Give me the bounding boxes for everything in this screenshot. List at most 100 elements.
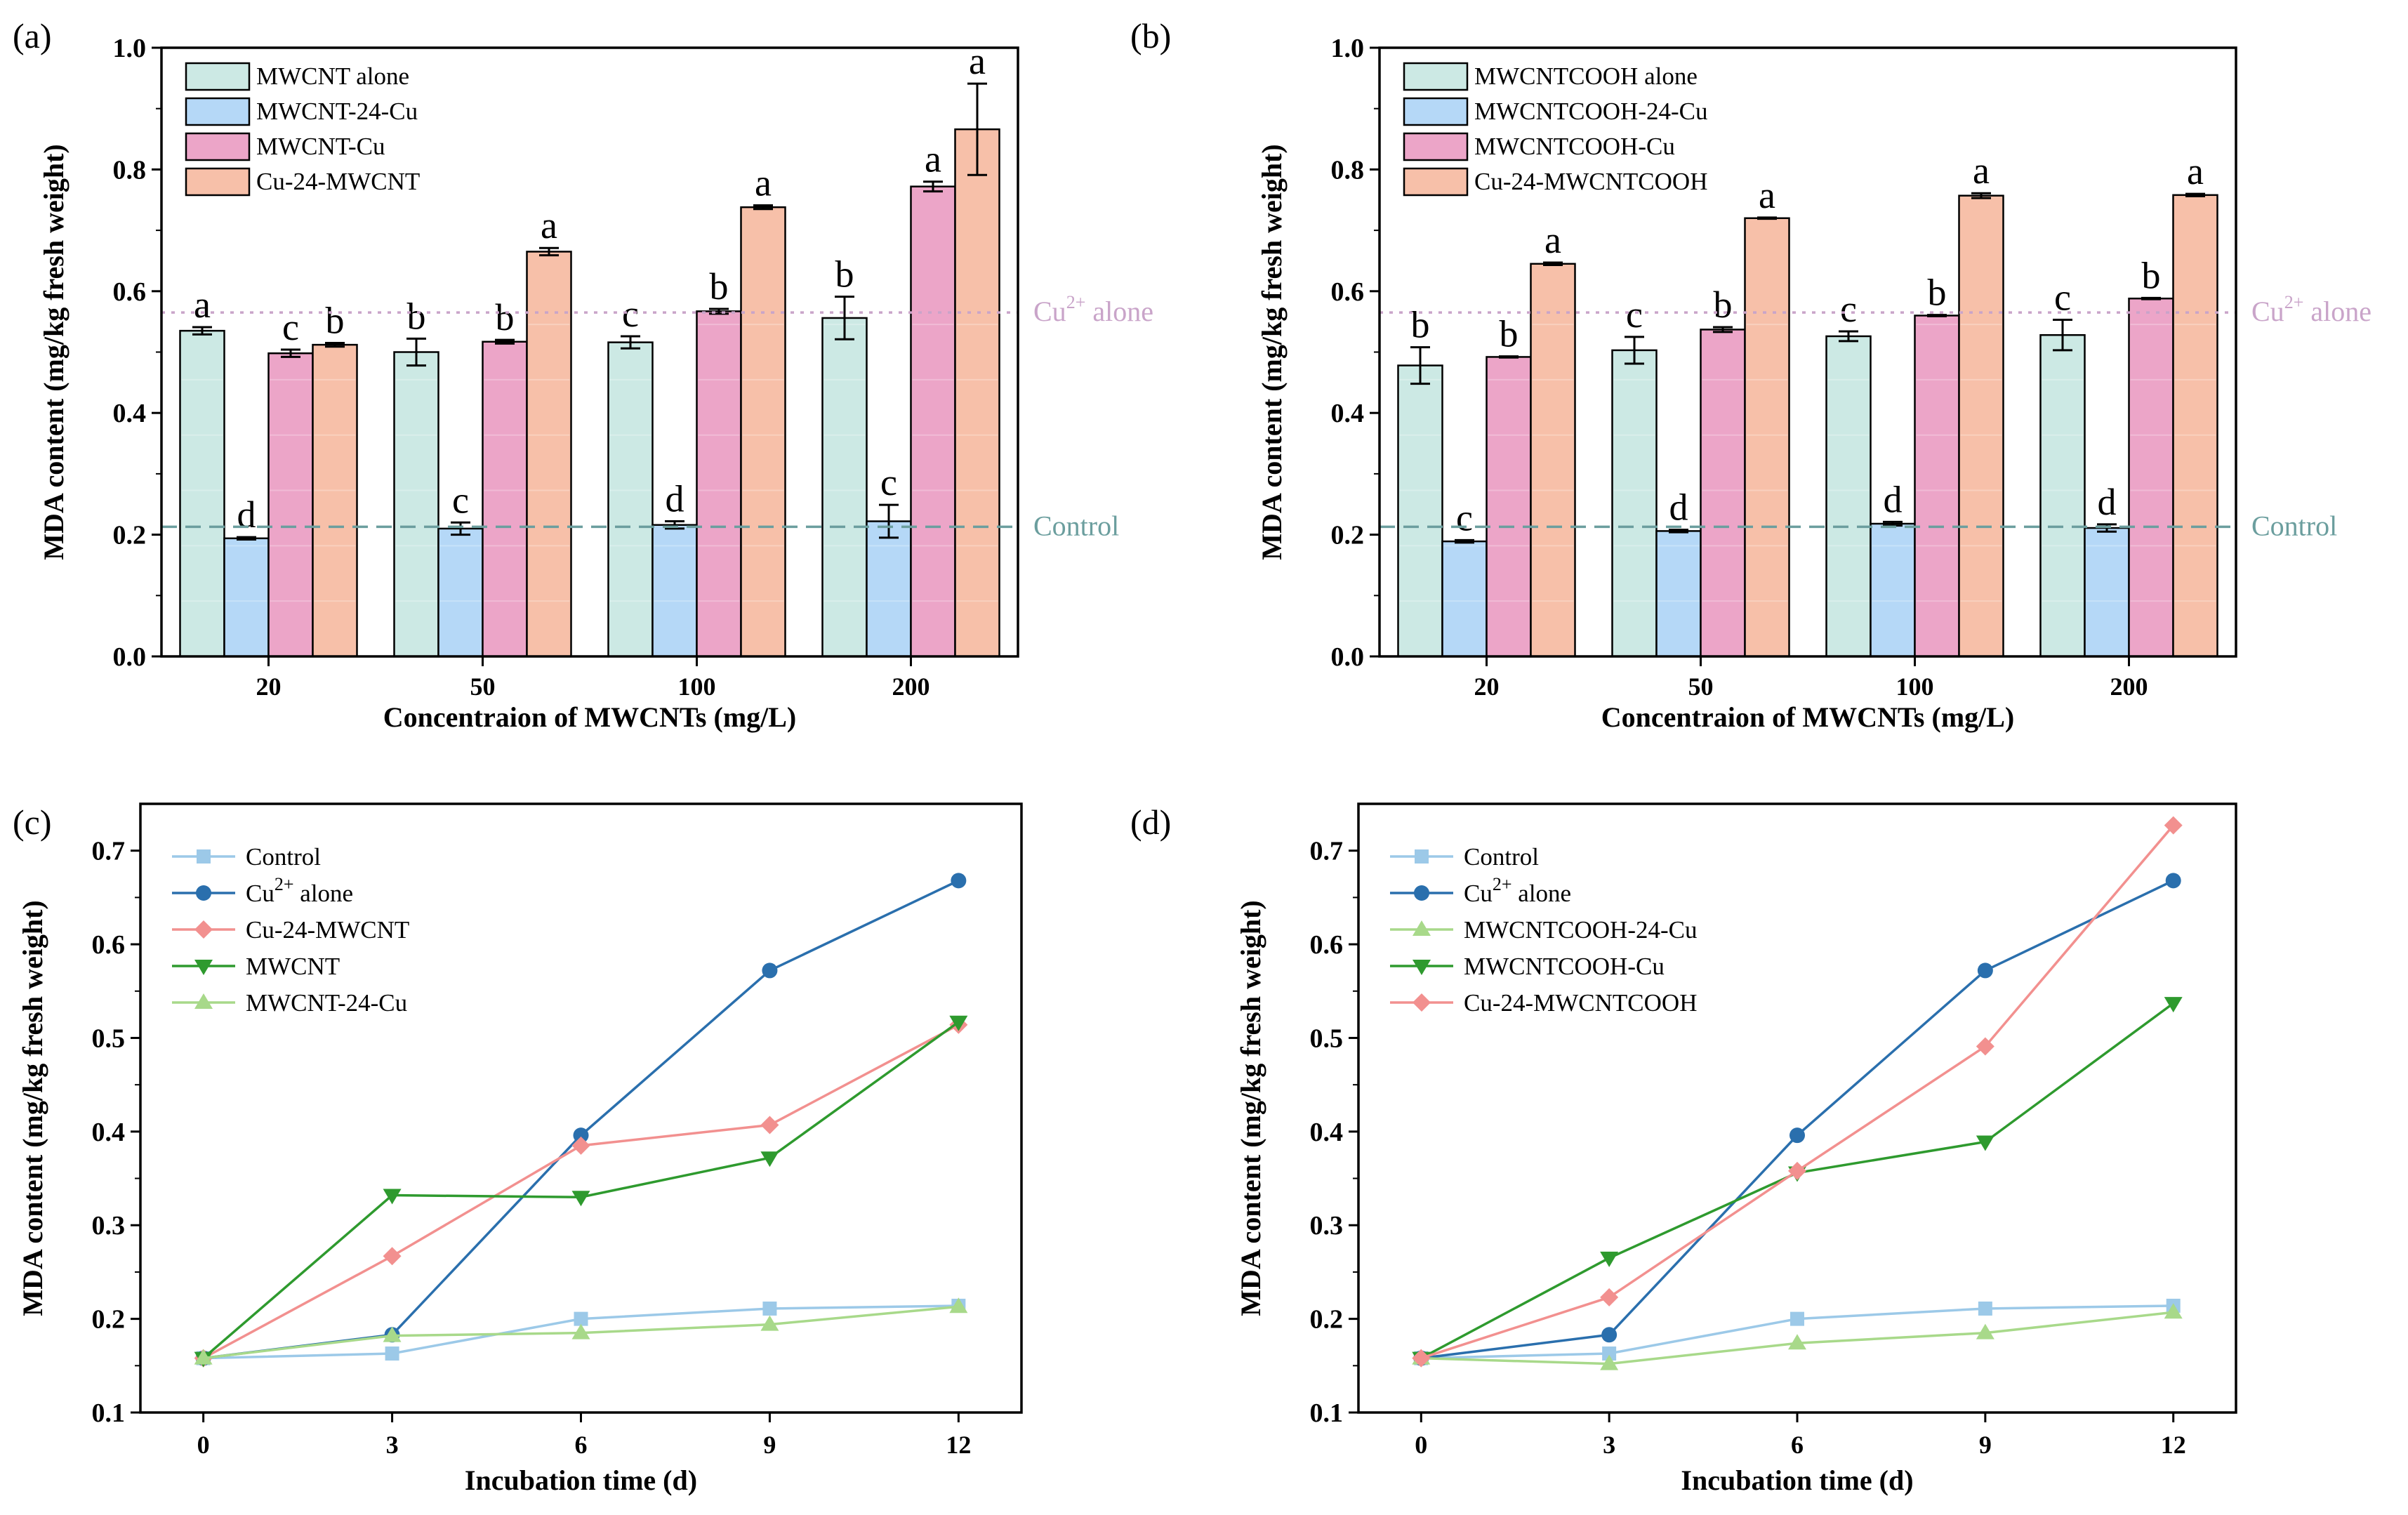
legend-label-base: MWCNTCOOH-24-Cu	[1464, 916, 1697, 944]
y-tick-label: 0.0	[113, 642, 147, 672]
marker-triangle-up	[194, 1349, 213, 1365]
marker-triangle-up	[1788, 1334, 1806, 1350]
panel-label: (b)	[1130, 16, 1171, 55]
y-tick-label: 0.1	[92, 1398, 126, 1428]
significance-letter: d	[1669, 487, 1688, 529]
marker-circle	[2165, 873, 2181, 889]
marker-square	[574, 1311, 588, 1326]
bar	[223, 537, 270, 658]
bar	[1700, 329, 1746, 658]
marker-triangle-up	[1600, 1354, 1619, 1370]
bar	[651, 524, 698, 658]
marker-square	[1978, 1301, 1992, 1316]
bar	[2128, 297, 2174, 658]
legend-label: Cu-24-MWCNT	[256, 168, 420, 195]
significance-letter: b	[1411, 304, 1430, 346]
legend-label: MWCNT alone	[256, 62, 409, 90]
plot-frame	[139, 802, 1023, 1414]
significance-letter: d	[237, 494, 256, 536]
significance-letter: b	[1928, 272, 1947, 314]
y-tick-label: 0.6	[92, 930, 126, 960]
significance-letter: a	[925, 138, 941, 180]
marker-circle	[1601, 1327, 1618, 1343]
legend-swatch	[185, 62, 251, 91]
x-tick-label: 0	[197, 1431, 210, 1459]
y-tick-label: 1.0	[113, 34, 147, 63]
x-tick-label: 50	[470, 673, 496, 701]
y-tick-label: 0.2	[1331, 521, 1365, 550]
bar	[2172, 194, 2218, 658]
marker-square	[1790, 1311, 1804, 1326]
significance-letter: c	[622, 293, 639, 335]
marker-triangle-up	[383, 1326, 402, 1342]
reference-label-base: Cu	[1033, 296, 1066, 327]
reference-line-label: Control	[2251, 510, 2337, 541]
x-tick-label: 200	[892, 673, 930, 701]
legend-label: Cu-24-MWCNTCOOH	[1464, 989, 1697, 1017]
legend-label-base: Control	[1464, 843, 1539, 871]
marker-diamond	[760, 1116, 779, 1134]
panel-b: (b) 0.0 0.2 0.4 0.6 0.8 1.0 MDA content (mg/kg …	[1130, 16, 2371, 733]
legend-label: MWCNT	[246, 953, 340, 980]
significance-letter: b	[1714, 284, 1733, 326]
legend-swatch	[185, 97, 251, 126]
marker-diamond	[1976, 1037, 1994, 1056]
y-tick-label: 0.1	[1310, 1398, 1344, 1428]
significance-letter: c	[1840, 288, 1857, 330]
significance-letter: c	[282, 306, 299, 348]
legend-label-sup: 2+	[274, 874, 294, 894]
significance-letter: a	[2187, 150, 2204, 192]
panel-a: (a) 0.0 0.2 0.4 0.6 0.8 1.0 MDA content (mg/kg …	[13, 16, 1153, 733]
bar	[954, 128, 1000, 658]
plot-frame	[160, 46, 1019, 658]
marker-square	[1602, 1346, 1617, 1361]
significance-letter: a	[1973, 150, 1990, 192]
y-tick-label: 0.5	[1310, 1024, 1344, 1053]
legend-label: MWCNT-24-Cu	[256, 98, 418, 125]
x-tick-label: 20	[256, 673, 282, 701]
y-tick-label: 0.6	[113, 277, 147, 307]
plot-frame	[1357, 802, 2237, 1414]
marker-circle	[1790, 1127, 1805, 1144]
marker-triangle-down	[760, 1151, 779, 1167]
marker-triangle-down	[1600, 1251, 1619, 1267]
legend-label-base: Control	[246, 843, 321, 871]
reference-line-label: Cu2+ alone	[1033, 292, 1153, 327]
legend-label: Control	[246, 843, 321, 871]
marker-triangle-up	[949, 1297, 968, 1314]
bar	[526, 251, 572, 658]
marker-circle	[573, 1127, 589, 1144]
legend-label-base: Cu-24-MWCNT	[246, 916, 409, 944]
legend-swatch	[1403, 132, 1469, 161]
significance-letter: d	[1884, 478, 1903, 520]
reference-label-base: Control	[1033, 510, 1119, 541]
reference-label-sup: 2+	[1066, 292, 1086, 312]
marker-triangle-up	[1976, 1323, 1994, 1339]
significance-letter: c	[2054, 277, 2071, 319]
significance-letter: b	[407, 295, 426, 337]
x-tick-label: 9	[1979, 1431, 1992, 1459]
legend-swatch	[185, 167, 251, 197]
bar	[1441, 540, 1488, 658]
panel-d: (d) 0.1 0.2 0.3 0.4 0.5 0.6 0.7 MDA content (mg/…	[1130, 802, 2237, 1496]
legend-swatch	[1403, 167, 1469, 197]
legend-swatch	[1403, 62, 1469, 91]
marker-triangle-down	[571, 1191, 590, 1207]
reference-label-suffix: alone	[1085, 296, 1153, 327]
y-axis-title: MDA content (mg/kg fresh weight)	[17, 900, 48, 1316]
x-tick-label: 3	[1603, 1431, 1615, 1459]
bar	[1958, 194, 2004, 658]
bar	[179, 329, 225, 658]
significance-letter: b	[326, 299, 345, 341]
marker-square	[762, 1301, 777, 1316]
marker-circle	[1977, 962, 1993, 979]
y-tick-label: 0.6	[1331, 277, 1365, 307]
x-tick-label: 100	[1896, 673, 1934, 701]
marker-triangle-down	[2164, 997, 2183, 1013]
marker-triangle-up	[2164, 1303, 2183, 1319]
marker-triangle-up	[760, 1315, 779, 1331]
y-tick-label: 0.8	[1331, 155, 1365, 185]
y-tick-label: 0.4	[113, 399, 147, 428]
y-tick-label: 0.8	[113, 155, 147, 185]
